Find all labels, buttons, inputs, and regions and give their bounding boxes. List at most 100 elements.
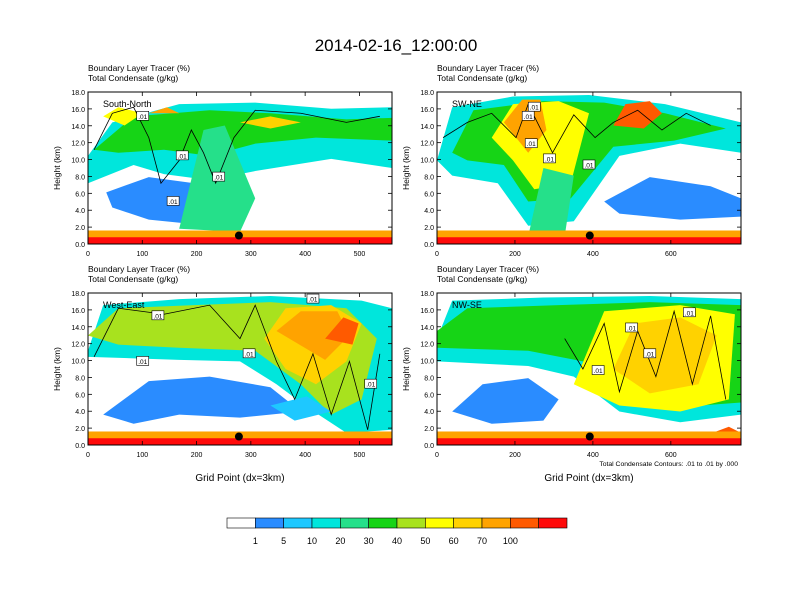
x-tick-label: 100 [136, 452, 148, 459]
boundary-layer-red [437, 438, 741, 445]
y-tick-label: 18.0 [420, 291, 434, 298]
panel-title-tracer: Boundary Layer Tracer (%) [88, 63, 190, 73]
panel-title-condensate: Total Condensate (g/kg) [437, 73, 527, 83]
contour-label: .01 [584, 162, 593, 169]
y-tick-label: 4.0 [424, 409, 434, 416]
panel-field: .01 .01 .01 .01 .01 [88, 293, 392, 445]
y-tick-label: 10.0 [420, 158, 434, 165]
y-tick-label: 4.0 [75, 208, 85, 215]
y-tick-label: 16.0 [71, 107, 85, 114]
y-tick-label: 12.0 [71, 141, 85, 148]
x-tick-label: 300 [245, 251, 257, 258]
x-tick-label: 200 [509, 452, 521, 459]
y-tick-label: 6.0 [75, 191, 85, 198]
colorbar-swatch [453, 517, 483, 529]
panel-title-tracer: Boundary Layer Tracer (%) [437, 264, 539, 274]
colorbar-label: 60 [449, 536, 459, 546]
contour-label-box [582, 159, 596, 170]
x-tick-label: 600 [665, 251, 677, 258]
y-tick-label: 0.0 [424, 443, 434, 450]
contour-label-box [643, 348, 657, 359]
y-axis-label: Height (km) [401, 347, 411, 391]
contour-label-box [591, 365, 605, 375]
colorbar-swatch [311, 517, 341, 529]
y-tick-label: 12.0 [71, 342, 85, 349]
contour-label: .01 [178, 153, 187, 160]
contour-label: .01 [530, 105, 539, 112]
contour-label: .01 [153, 313, 162, 320]
y-tick-label: 8.0 [424, 174, 434, 181]
colorbar-label: 1 [253, 536, 258, 546]
colorbar-label: 30 [364, 536, 374, 546]
y-tick-label: 4.0 [424, 208, 434, 215]
contour-label-box [242, 348, 256, 359]
y-tick-label: 14.0 [71, 325, 85, 332]
contour-label-box [166, 196, 180, 206]
contour-label-box [151, 310, 165, 321]
panel-title-tracer: Boundary Layer Tracer (%) [437, 63, 539, 73]
panel-title-tracer: Boundary Layer Tracer (%) [88, 264, 190, 274]
x-tick-label: 100 [136, 251, 148, 258]
panel-label: South-North [103, 99, 152, 109]
colorbar-swatch [396, 517, 426, 529]
y-tick-label: 10.0 [420, 359, 434, 366]
field-region-5 [325, 317, 359, 345]
y-tick-label: 10.0 [71, 158, 85, 165]
panel-sw-ne: Boundary Layer Tracer (%)Total Condensat… [401, 63, 742, 258]
colorbar-swatch [255, 517, 284, 529]
field-region-4 [613, 317, 717, 394]
y-tick-label: 6.0 [424, 191, 434, 198]
panel-label: West-East [103, 300, 145, 310]
y-tick-label: 12.0 [420, 141, 434, 148]
field-region-4 [276, 311, 350, 360]
y-tick-label: 18.0 [71, 291, 85, 298]
y-tick-label: 6.0 [424, 392, 434, 399]
y-axis-label: Height (km) [52, 146, 62, 190]
panel-title-condensate: Total Condensate (g/kg) [437, 274, 527, 284]
x-tick-label: 0 [435, 452, 439, 459]
x-axis-label: Grid Point (dx=3km) [195, 473, 284, 484]
y-tick-label: 12.0 [420, 342, 434, 349]
condensate-contour [93, 106, 380, 185]
contour-label: .01 [308, 297, 317, 304]
field-region-7 [148, 107, 180, 114]
x-tick-label: 300 [245, 452, 257, 459]
colorbar-label: 10 [307, 536, 317, 546]
y-tick-label: 2.0 [424, 426, 434, 433]
contour-label-box [683, 307, 696, 318]
y-tick-label: 16.0 [420, 308, 434, 315]
y-tick-label: 2.0 [424, 225, 434, 232]
colorbar-swatch [481, 517, 511, 529]
panel-label: SW-NE [452, 99, 482, 109]
contour-footnote: Total Condensate Contours: .01 to .01 by… [599, 461, 738, 468]
contour-label: .01 [138, 359, 147, 366]
y-axis-label: Height (km) [52, 347, 62, 391]
y-tick-label: 0.0 [75, 443, 85, 450]
x-tick-label: 200 [191, 452, 203, 459]
colorbar-swatch [425, 517, 454, 529]
colorbar-label: 100 [503, 536, 518, 546]
x-axis-label: Grid Point (dx=3km) [544, 473, 633, 484]
contour-label: .01 [214, 175, 223, 182]
field-region-5 [452, 378, 559, 424]
contour-label: .01 [627, 325, 636, 332]
field-region-7 [528, 168, 574, 237]
colorbar: 1 5 10 20 30 40 50 60 70 100 [226, 517, 568, 546]
figure-title: 2014-02-16_12:00:00 [315, 36, 478, 55]
contour-label-box [527, 101, 541, 112]
boundary-layer-red [88, 438, 392, 445]
contour-label: .01 [245, 351, 254, 358]
y-tick-label: 2.0 [75, 225, 85, 232]
colorbar-label: 20 [335, 536, 345, 546]
contour-label-box [524, 138, 538, 148]
x-tick-label: 600 [665, 452, 677, 459]
panel-frame [436, 292, 742, 446]
panel-south-north: Boundary Layer Tracer (%)Total Condensat… [52, 63, 393, 258]
colorbar-swatch [283, 517, 313, 529]
y-tick-label: 14.0 [71, 124, 85, 131]
colorbar-swatch [226, 517, 256, 529]
boundary-layer-red [437, 237, 741, 244]
y-tick-label: 8.0 [75, 174, 85, 181]
y-tick-label: 6.0 [75, 392, 85, 399]
field-region-7 [270, 396, 332, 421]
